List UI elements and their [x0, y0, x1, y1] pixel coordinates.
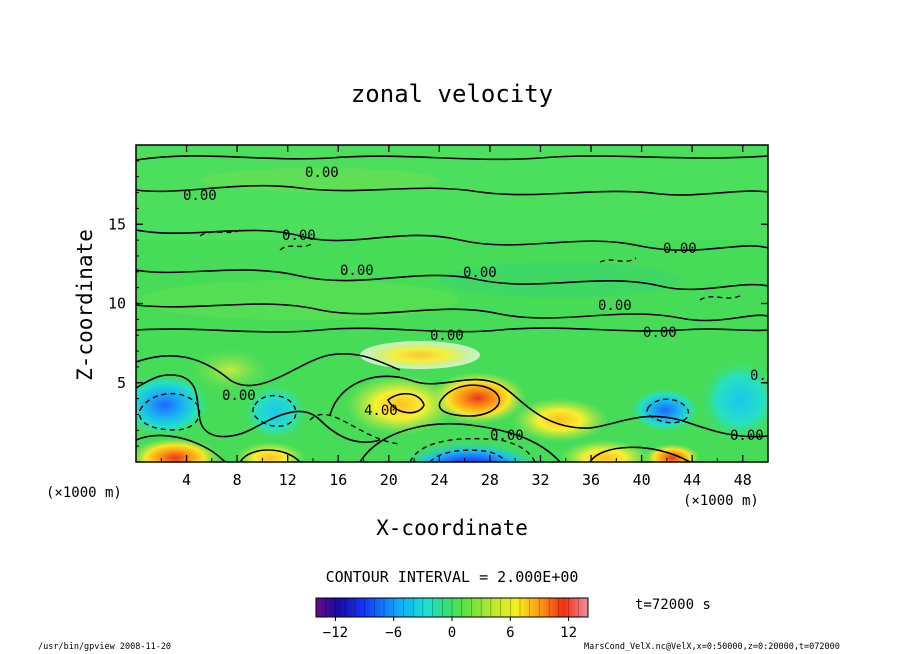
y-tick-label: 15 [108, 215, 126, 233]
contour-label: 0.00 [643, 325, 677, 341]
x-tick-label: 48 [734, 471, 752, 489]
contour-label: 0.00 [305, 165, 339, 181]
colorbar-tick-label: −6 [385, 625, 402, 641]
x-tick-label: 28 [481, 471, 499, 489]
x-tick-label: 12 [279, 471, 297, 489]
contour-label-group: 0.00 0.00 0.00 0.00 0.00 0.00 0.00 0.00 … [183, 165, 784, 444]
contour-label: 0.00 [430, 328, 464, 344]
x-tick-label: 44 [683, 471, 701, 489]
colorbar-tick-label: 6 [506, 625, 514, 641]
colorbar-tick-label: 12 [560, 625, 577, 641]
x-tick-label: 20 [380, 471, 398, 489]
negative-contours [138, 229, 741, 462]
x-tick-label: 16 [329, 471, 347, 489]
contour-label: 0.00 [730, 428, 764, 444]
colorbar-tick-label: −12 [323, 625, 348, 641]
contour-label: 0.00 [463, 265, 497, 281]
footer-left: /usr/bin/gpview 2008-11-20 [38, 642, 172, 652]
x-tick-label: 40 [633, 471, 651, 489]
x-tick-label: 36 [582, 471, 600, 489]
chart-title: zonal velocity [351, 80, 553, 108]
colorbar-tick-label: 0 [448, 625, 456, 641]
contour-label: 0.00 [282, 228, 316, 244]
footer-right: MarsCond_VelX.nc@VelX,x=0:50000,z=0:2000… [584, 642, 840, 652]
field-area: 0.00 0.00 0.00 0.00 0.00 0.00 0.00 0.00 … [136, 145, 784, 462]
contour-label: 0.00 [750, 368, 784, 384]
y-axis-title: Z-coordinate [73, 229, 97, 381]
contour-label: 4.00 [364, 403, 398, 419]
colorbar: −12 −6 0 6 12 [315, 597, 589, 641]
y-tick-label: 10 [108, 295, 126, 313]
x-tick-label: 8 [233, 471, 242, 489]
time-label: t=72000 s [635, 597, 711, 613]
contour-label: 0.00 [490, 428, 524, 444]
x-tick-label: 32 [531, 471, 549, 489]
z-unit-label: (×1000 m) [46, 485, 122, 501]
y-axis: 5 10 15 [108, 160, 768, 447]
contour-interval: CONTOUR INTERVAL = 2.000E+00 [326, 568, 579, 586]
x-axis: 4 8 12 16 20 24 28 32 36 40 44 48 [160, 145, 752, 489]
contour-label: 0.00 [222, 388, 256, 404]
y-tick-label: 5 [117, 374, 126, 392]
contour-lines [136, 155, 768, 462]
x-unit-label: (×1000 m) [683, 493, 759, 509]
contour-label: 0.00 [598, 298, 632, 314]
x-tick-label: 4 [182, 471, 191, 489]
x-tick-label: 24 [430, 471, 448, 489]
contour-label: 0.00 [340, 263, 374, 279]
contour-label: 0.00 [663, 241, 697, 257]
contour-label: 0.00 [183, 188, 217, 204]
x-axis-title: X-coordinate [376, 516, 528, 540]
